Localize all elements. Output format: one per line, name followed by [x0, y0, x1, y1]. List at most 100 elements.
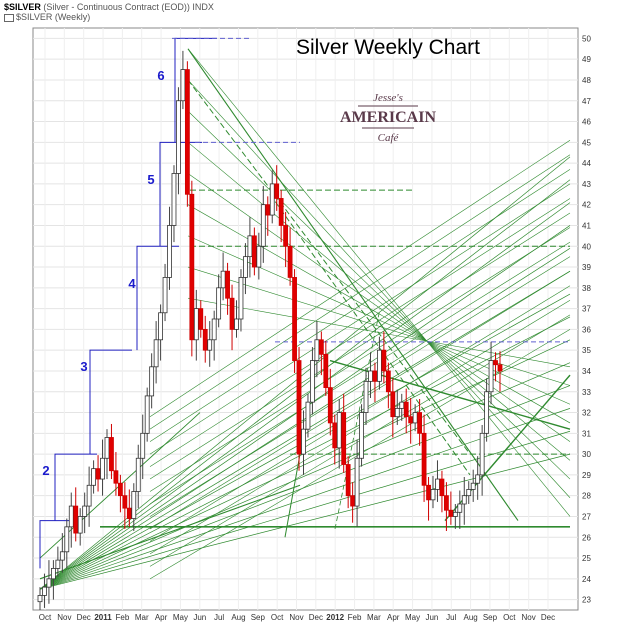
candle-body [135, 457, 141, 492]
x-tick-label: Nov [522, 613, 536, 622]
candle-body [216, 287, 222, 320]
candle-body [82, 505, 88, 517]
candle-body [318, 339, 324, 355]
symbol-description: (Silver - Continuous Contract (EOD)) [43, 2, 190, 12]
trend-line [149, 270, 571, 530]
candle-body [68, 505, 74, 528]
candle-body [100, 457, 105, 480]
wave-label: 6 [157, 68, 164, 83]
trend-line [39, 339, 571, 590]
candle-body [332, 422, 338, 449]
candle-body [229, 297, 235, 330]
y-tick-label: 33 [582, 388, 591, 397]
watermark-line-2: AMERICAIN [340, 109, 436, 126]
chart-header: $SILVER (Silver - Continuous Contract (E… [4, 2, 214, 12]
candle-body [336, 412, 342, 449]
candle-body [117, 482, 123, 497]
x-tick-label: Aug [463, 613, 477, 622]
y-tick-label: 30 [582, 450, 591, 459]
x-tick-label: Dec [77, 613, 91, 622]
y-tick-label: 39 [582, 263, 591, 272]
candle-body [171, 173, 177, 226]
x-tick-label: Oct [271, 613, 284, 622]
symbol-label: $SILVER [4, 2, 41, 12]
candle-body [448, 509, 454, 517]
x-tick-label: Sep [251, 613, 266, 622]
candle-body [122, 495, 128, 509]
candle-body [444, 495, 449, 511]
trend-line [187, 79, 571, 498]
wave-step [39, 520, 82, 569]
candle-body [452, 511, 458, 517]
candle-body [305, 401, 311, 430]
x-tick-label: 2012 [326, 613, 344, 622]
candle-body [372, 370, 378, 382]
candle-body [50, 568, 56, 580]
candle-body [301, 428, 306, 455]
candle-body [46, 578, 52, 588]
candle-body [341, 412, 347, 465]
y-tick-label: 27 [582, 512, 591, 521]
candle-body [176, 100, 181, 174]
candle-body [193, 308, 199, 341]
wave-label: 2 [42, 463, 49, 478]
trend-line [149, 241, 571, 505]
candle-body [144, 395, 150, 434]
x-tick-label: Dec [309, 613, 323, 622]
candle-body [109, 437, 114, 472]
trend-line [334, 308, 381, 530]
x-tick-label: Jun [425, 613, 438, 622]
y-tick-label: 37 [582, 305, 591, 314]
trend-line [39, 179, 571, 590]
x-tick-label: Jun [193, 613, 206, 622]
x-tick-label: Feb [115, 613, 129, 622]
y-tick-label: 25 [582, 554, 591, 563]
candle-body [394, 407, 400, 418]
candle-body [207, 339, 213, 351]
trend-line [187, 48, 571, 517]
y-tick-label: 42 [582, 201, 591, 210]
wave-label: 5 [147, 172, 154, 187]
y-tick-label: 45 [582, 138, 591, 147]
y-tick-label: 32 [582, 409, 591, 418]
candle-body [493, 360, 498, 366]
candle-body [435, 478, 440, 490]
candle-body [368, 370, 373, 382]
y-tick-label: 38 [582, 284, 591, 293]
candle-body [363, 380, 369, 413]
y-tick-label: 28 [582, 492, 591, 501]
legend-swatch [4, 13, 14, 22]
watermark-line-1: Jesse's [373, 92, 403, 104]
candle-body [37, 595, 43, 603]
x-tick-label: Apr [155, 613, 168, 622]
x-tick-label: Feb [348, 613, 362, 622]
trend-line [39, 385, 571, 590]
y-tick-label: 50 [582, 34, 591, 43]
x-tick-label: Jul [214, 613, 224, 622]
candle-body [243, 256, 248, 278]
trend-line [39, 484, 301, 580]
candle-body [158, 312, 163, 341]
candle-body [314, 339, 320, 361]
candle-body [189, 193, 195, 341]
trend-line [149, 198, 571, 467]
x-tick-label: Mar [135, 613, 149, 622]
x-tick-label: May [405, 613, 420, 622]
candle-body [310, 360, 315, 403]
x-tick-label: Sep [483, 613, 498, 622]
candle-body [323, 353, 329, 388]
candle-body [126, 507, 132, 519]
y-tick-label: 34 [582, 367, 591, 376]
watermark-logo: Jesse's AMERICAIN Café [340, 92, 436, 144]
candle-body [180, 69, 186, 102]
y-tick-label: 24 [582, 575, 591, 584]
candle-body [167, 225, 172, 278]
trend-line [187, 235, 571, 405]
candle-body [234, 318, 239, 330]
candle-body [131, 491, 137, 519]
candle-body [238, 277, 244, 320]
candle-body [274, 183, 280, 199]
candle-body [345, 464, 351, 497]
x-tick-label: 2011 [94, 613, 112, 622]
